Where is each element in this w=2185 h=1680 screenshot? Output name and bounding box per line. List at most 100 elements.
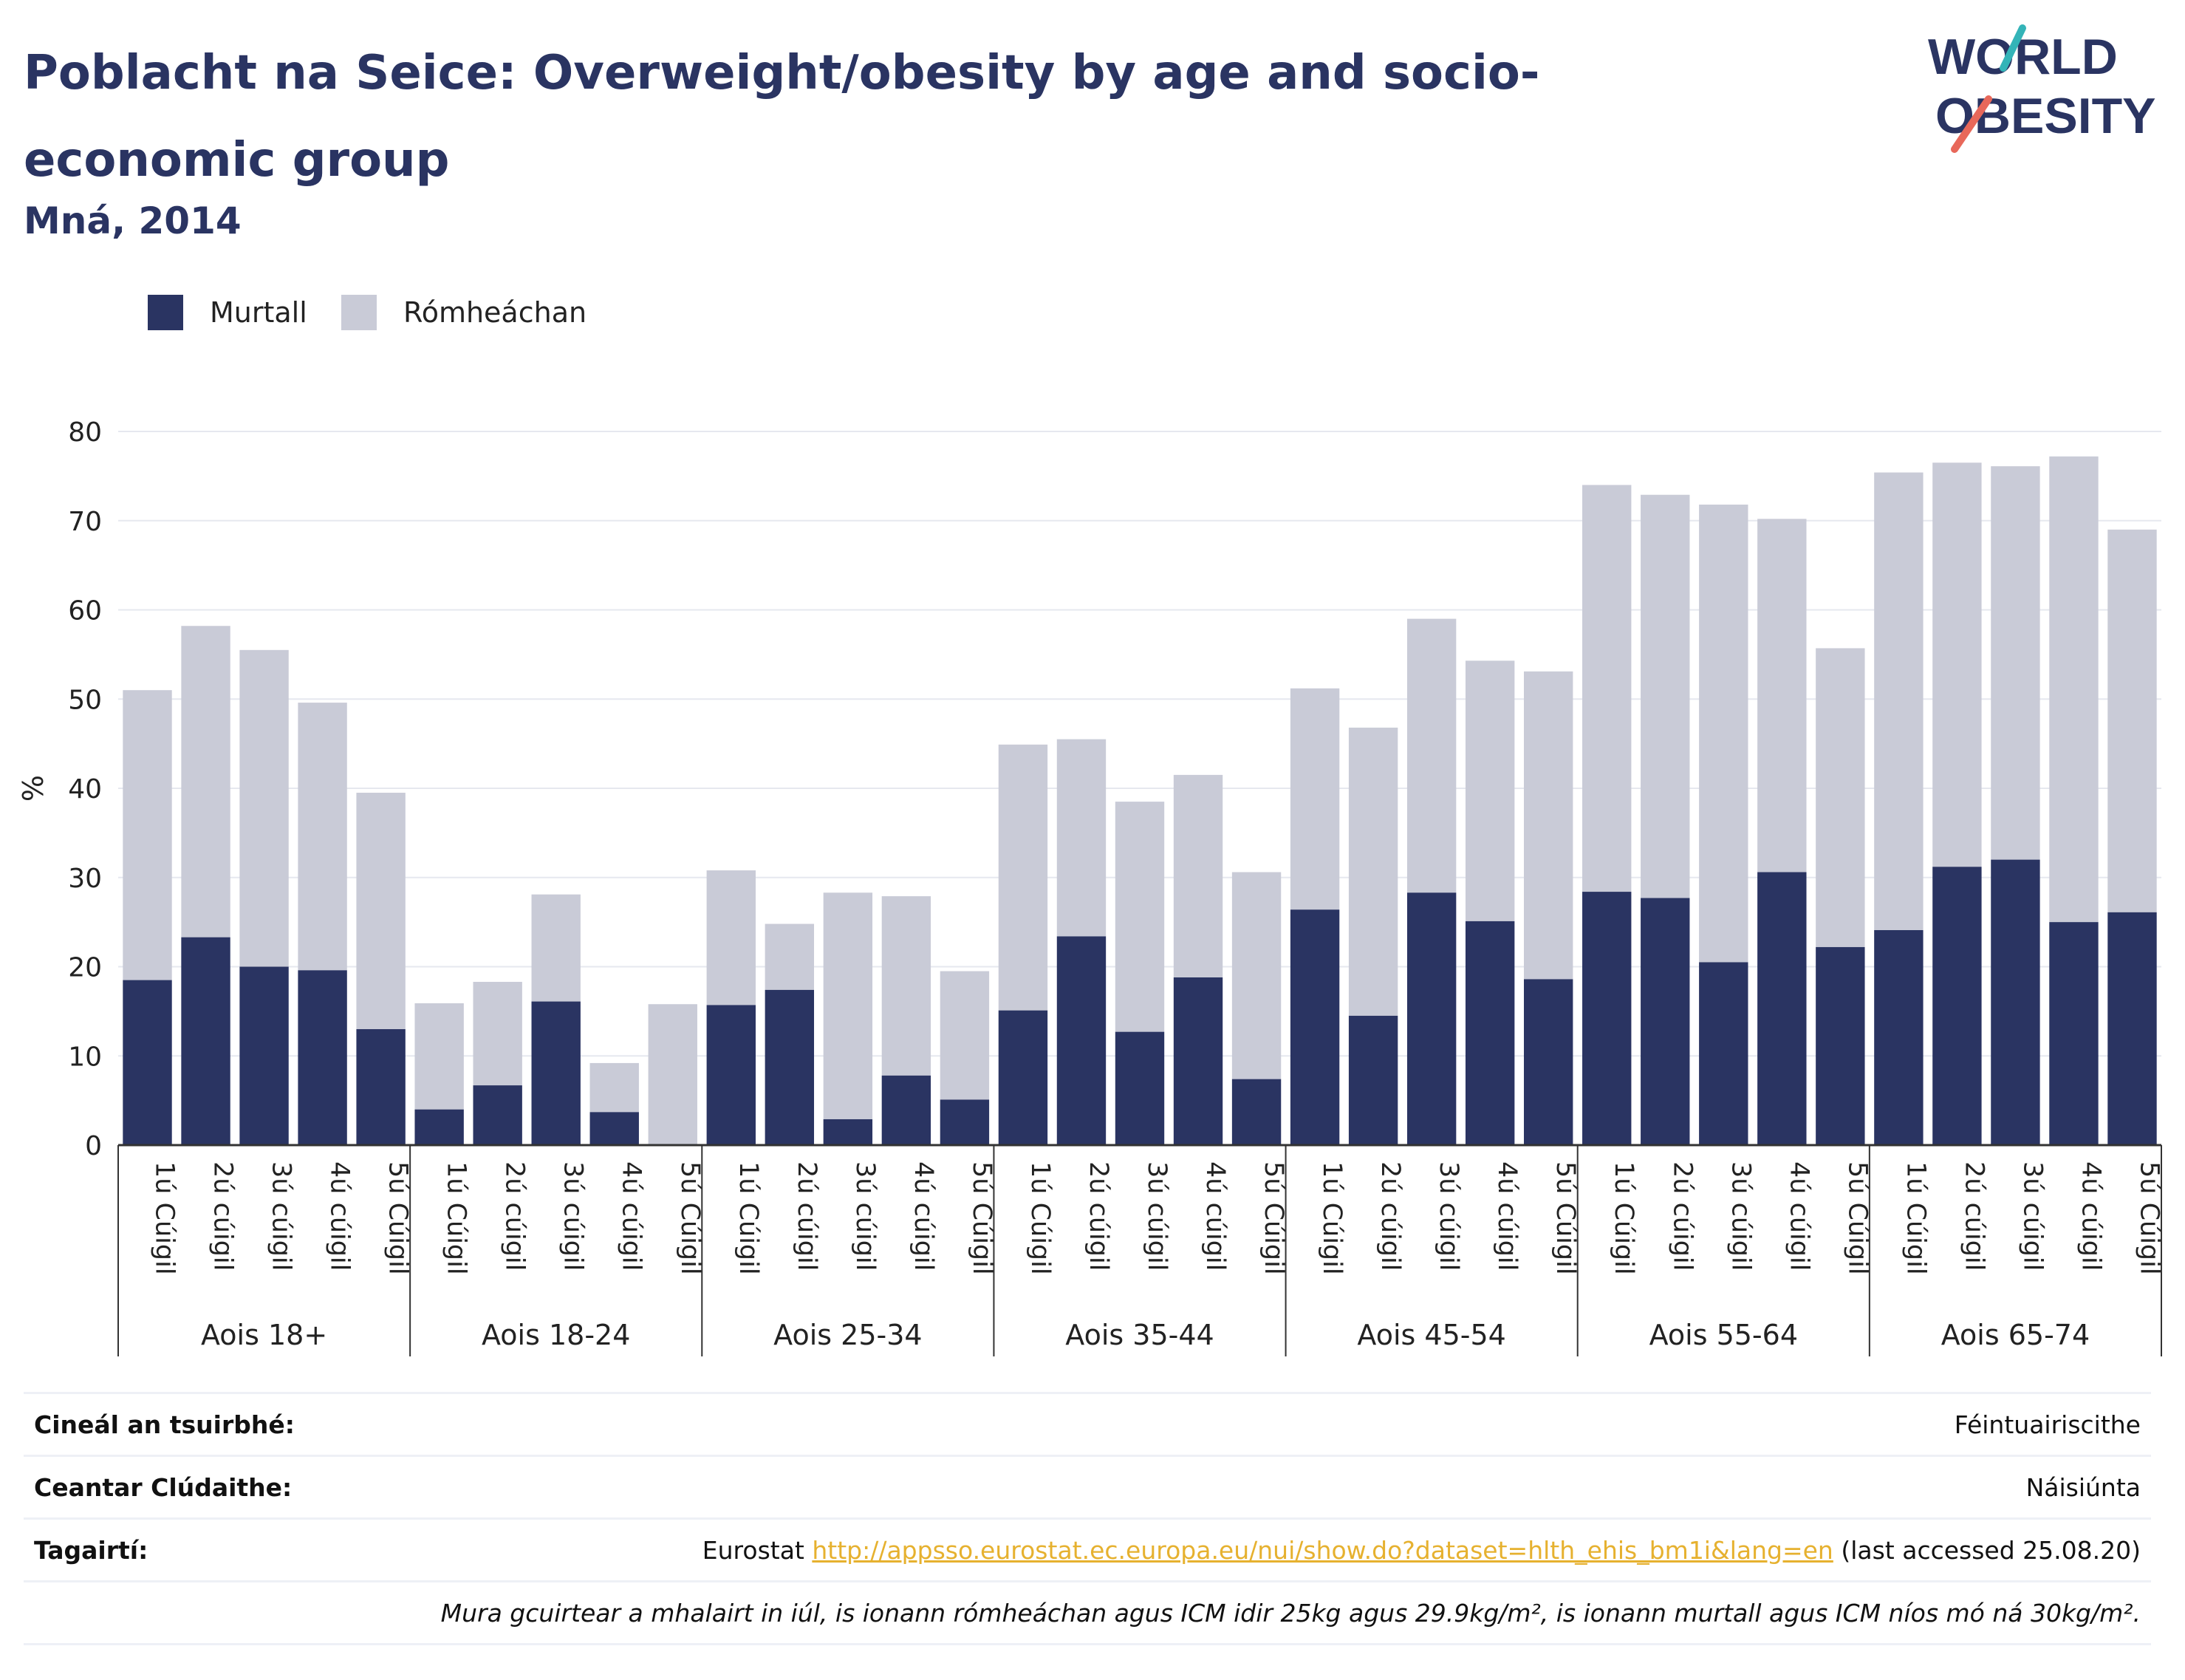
- bar-overweight: [1290, 688, 1340, 910]
- category-label: 3ú cúigil: [558, 1161, 588, 1271]
- category-label: 1ú Cúigil: [734, 1161, 763, 1275]
- bar-overweight: [1582, 485, 1632, 892]
- bar-overweight: [940, 971, 990, 1100]
- bar-obese: [1699, 962, 1748, 1145]
- info-row-coverage: Ceantar Clúdaithe: Náisiúnta: [24, 1455, 2151, 1517]
- category-label: 3ú cúigil: [1726, 1161, 1755, 1271]
- info-row-note: Mura gcuirtear a mhalairt in iúl, is ion…: [24, 1580, 2151, 1645]
- bar-overweight: [356, 793, 406, 1030]
- bar-overweight: [2049, 456, 2099, 923]
- bar-overweight: [765, 923, 815, 990]
- category-label: 2ú cúigil: [208, 1161, 238, 1271]
- bar-obese: [1056, 936, 1107, 1145]
- bar-overweight: [589, 1062, 639, 1113]
- bar-overweight: [1115, 802, 1165, 1032]
- bar-obese: [473, 1085, 522, 1145]
- bar-obese: [356, 1029, 406, 1145]
- logo-line2: OBESITY: [1935, 88, 2156, 144]
- legend-label-murtall: Murtall: [210, 296, 307, 329]
- bar-overweight: [1056, 739, 1107, 937]
- bar-overweight: [298, 703, 347, 971]
- bar-obese: [1115, 1031, 1165, 1145]
- group-label: Aois 25-34: [773, 1319, 922, 1351]
- bar-overweight: [414, 1003, 464, 1110]
- y-tick-label: 50: [68, 685, 102, 715]
- group-label: Aois 18-24: [482, 1319, 630, 1351]
- bar-obese: [298, 970, 347, 1145]
- bar-obese: [881, 1075, 931, 1145]
- bar-overweight: [1991, 466, 2040, 860]
- bar-obese: [1932, 867, 1982, 1145]
- category-label: 5ú Cúigil: [383, 1161, 413, 1275]
- category-label: 3ú cúigil: [2017, 1161, 2047, 1271]
- logo-slash-bottom: [1951, 95, 1992, 153]
- survey-type-value: Féintuairiscithe: [1954, 1410, 2141, 1439]
- bar-obese: [1991, 859, 2040, 1145]
- bar-obese: [1348, 1015, 1398, 1145]
- category-label: 4ú cúigil: [617, 1161, 646, 1271]
- bar-obese: [589, 1112, 639, 1145]
- bar-overweight: [1231, 872, 1282, 1079]
- bar-overweight: [1348, 727, 1398, 1016]
- bar-overweight: [181, 626, 230, 938]
- bar-obese: [940, 1099, 990, 1145]
- bar-obese: [239, 966, 289, 1145]
- category-label: 1ú Cúigil: [442, 1161, 471, 1275]
- bar-overweight: [1465, 660, 1515, 921]
- references-link[interactable]: http://appsso.eurostat.ec.europa.eu/nui/…: [812, 1535, 1833, 1565]
- references-accessed: (last accessed 25.08.20): [1841, 1535, 2141, 1565]
- bar-obese: [823, 1119, 873, 1145]
- bar-obese: [1524, 979, 1573, 1145]
- bar-obese: [1757, 872, 1807, 1145]
- references-label: Tagairtí:: [34, 1535, 148, 1565]
- bar-obese: [765, 989, 815, 1145]
- category-label: 4ú cúigil: [1492, 1161, 1522, 1271]
- category-label: 4ú cúigil: [2076, 1161, 2105, 1271]
- logo-line1: WORLD: [1928, 29, 2118, 85]
- bar-obese: [1465, 921, 1515, 1145]
- category-label: 2ú cúigil: [1667, 1161, 1697, 1271]
- y-tick-label: 30: [68, 864, 102, 894]
- references-value: Eurostat http://appsso.eurostat.ec.europ…: [702, 1536, 2151, 1565]
- category-label: 2ú cúigil: [1375, 1161, 1405, 1271]
- bar-obese: [123, 980, 172, 1145]
- bar-overweight: [1406, 618, 1457, 893]
- bar-overweight: [1874, 472, 1924, 930]
- bar-overweight: [998, 744, 1048, 1011]
- bar-chart: 0 10 20 30 40 50 60 70 80% 1ú Cúigil 2ú cúigil 3ú c…: [17, 417, 2164, 1356]
- bar-overweight: [1816, 648, 1865, 947]
- bar-overweight: [1524, 671, 1573, 980]
- chart-subtitle: Mná, 2014: [24, 199, 242, 242]
- group-label: Aois 35-44: [1065, 1319, 1214, 1351]
- legend-item-murtall[interactable]: Murtall: [148, 294, 307, 330]
- bar-overweight: [1757, 519, 1807, 873]
- category-label: 5ú Cúigil: [1259, 1161, 1288, 1275]
- definition-note: Mura gcuirtear a mhalairt in iúl, is ion…: [440, 1598, 2141, 1628]
- category-label: 5ú Cúigil: [675, 1161, 705, 1275]
- bar-overweight: [2107, 529, 2157, 912]
- category-label: 5ú Cúigil: [2134, 1161, 2164, 1275]
- bar-overweight: [1173, 774, 1223, 977]
- group-label: Aois 18+: [201, 1319, 327, 1351]
- info-row-references: Tagairtí: Eurostat http://appsso.eurosta…: [24, 1517, 2151, 1580]
- legend-item-romheachan[interactable]: Rómheáchan: [341, 294, 587, 330]
- category-label: 4ú cúigil: [1784, 1161, 1813, 1271]
- category-label: 1ú Cúigil: [1609, 1161, 1638, 1275]
- bar-obese: [414, 1109, 464, 1145]
- bar-obese: [2049, 922, 2099, 1145]
- survey-type-label: Cineál an tsuirbhé:: [34, 1410, 295, 1439]
- category-label: 3ú cúigil: [267, 1161, 296, 1271]
- legend-swatch-murtall: [148, 294, 183, 330]
- bar-overweight: [1699, 505, 1748, 963]
- y-tick-label: 0: [85, 1131, 102, 1161]
- category-label: 2ú cúigil: [792, 1161, 821, 1271]
- info-table: Cineál an tsuirbhé: Féintuairiscithe Cea…: [24, 1392, 2151, 1645]
- category-label: 5ú Cúigil: [1550, 1161, 1580, 1275]
- bar-obese: [1406, 892, 1457, 1145]
- bar-overweight: [1641, 494, 1690, 898]
- group-label: Aois 45-54: [1357, 1319, 1505, 1351]
- bar-obese: [1641, 898, 1690, 1145]
- bar-overweight: [1932, 462, 1982, 867]
- category-label: 5ú Cúigil: [967, 1161, 996, 1275]
- bar-overweight: [473, 982, 522, 1086]
